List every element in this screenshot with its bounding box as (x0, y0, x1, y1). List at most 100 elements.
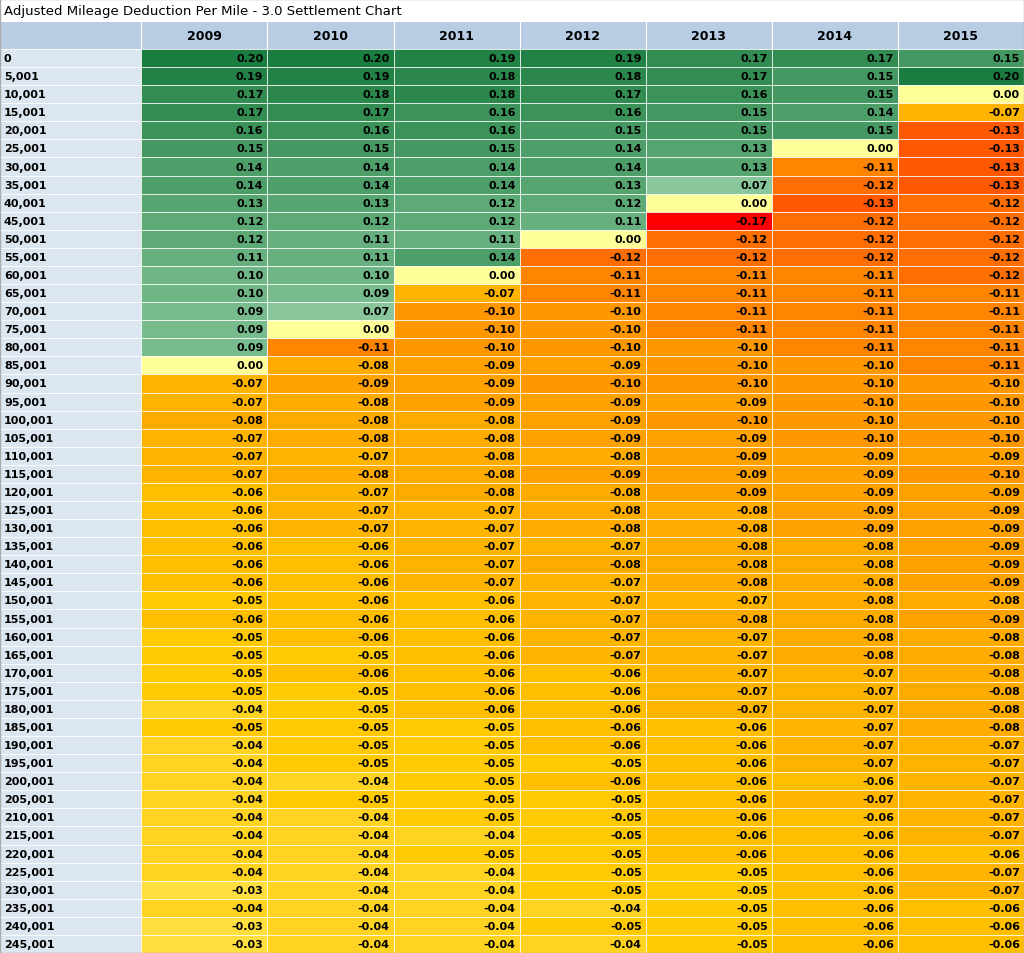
Text: -0.09: -0.09 (862, 505, 894, 516)
Text: -0.08: -0.08 (862, 596, 894, 606)
Text: 90,001: 90,001 (4, 379, 47, 389)
Text: -0.09: -0.09 (988, 559, 1020, 570)
Text: -0.08: -0.08 (988, 686, 1020, 696)
Text: -0.07: -0.07 (483, 559, 516, 570)
Bar (646, 176, 772, 194)
Bar (0, 176, 141, 194)
Text: 0.00: 0.00 (993, 91, 1020, 100)
Text: -0.04: -0.04 (357, 939, 389, 949)
Text: -0.08: -0.08 (610, 452, 642, 461)
Bar (393, 86, 519, 104)
Text: -0.07: -0.07 (988, 813, 1020, 822)
Bar (141, 375, 267, 393)
Bar (0, 881, 141, 899)
Text: -0.06: -0.06 (357, 632, 389, 642)
Text: 225,001: 225,001 (4, 866, 54, 877)
Text: -0.13: -0.13 (988, 162, 1020, 172)
Text: -0.04: -0.04 (357, 884, 389, 895)
Bar (519, 737, 646, 755)
Text: -0.10: -0.10 (988, 416, 1020, 425)
Text: 0.12: 0.12 (237, 234, 263, 245)
Text: -0.05: -0.05 (231, 632, 263, 642)
Bar (772, 755, 898, 772)
Bar (519, 826, 646, 844)
Bar (267, 22, 393, 50)
Bar (141, 194, 267, 213)
Bar (519, 790, 646, 808)
Bar (519, 68, 646, 86)
Bar (393, 285, 519, 303)
Bar (0, 519, 141, 537)
Bar (141, 592, 267, 610)
Text: -0.04: -0.04 (231, 740, 263, 750)
Text: -0.06: -0.06 (483, 686, 516, 696)
Text: -0.10: -0.10 (862, 416, 894, 425)
Bar (141, 501, 267, 519)
Bar (267, 899, 393, 917)
Bar (267, 483, 393, 501)
Text: -0.06: -0.06 (736, 831, 768, 841)
Bar (393, 808, 519, 826)
Text: -0.17: -0.17 (736, 216, 768, 227)
Text: -0.12: -0.12 (862, 216, 894, 227)
Text: -0.12: -0.12 (988, 198, 1020, 209)
Text: 0.12: 0.12 (488, 198, 516, 209)
Bar (267, 700, 393, 719)
Text: -0.08: -0.08 (736, 541, 768, 552)
Text: -0.04: -0.04 (609, 902, 642, 913)
Bar (519, 537, 646, 556)
Bar (393, 628, 519, 646)
Bar (393, 917, 519, 935)
Text: -0.09: -0.09 (736, 487, 768, 497)
Bar (519, 881, 646, 899)
Text: -0.04: -0.04 (357, 831, 389, 841)
Text: 0.12: 0.12 (362, 216, 389, 227)
Bar (141, 176, 267, 194)
Text: -0.11: -0.11 (862, 162, 894, 172)
Bar (898, 375, 1024, 393)
Text: 0.11: 0.11 (237, 253, 263, 263)
Bar (646, 22, 772, 50)
Text: -0.07: -0.07 (610, 596, 642, 606)
Bar (141, 411, 267, 429)
Text: -0.11: -0.11 (988, 325, 1020, 335)
Text: -0.05: -0.05 (610, 884, 642, 895)
Bar (393, 357, 519, 375)
Bar (0, 574, 141, 592)
Bar (141, 826, 267, 844)
Text: -0.04: -0.04 (357, 866, 389, 877)
Text: -0.05: -0.05 (610, 813, 642, 822)
Text: 20,001: 20,001 (4, 126, 47, 136)
Bar (0, 862, 141, 881)
Text: -0.04: -0.04 (357, 777, 389, 786)
Bar (267, 519, 393, 537)
Bar (0, 737, 141, 755)
Bar (646, 393, 772, 411)
Text: -0.13: -0.13 (988, 126, 1020, 136)
Bar (0, 231, 141, 249)
Bar (646, 772, 772, 790)
Text: -0.11: -0.11 (862, 289, 894, 299)
Text: -0.06: -0.06 (988, 902, 1020, 913)
Text: -0.10: -0.10 (610, 325, 642, 335)
Text: -0.08: -0.08 (610, 559, 642, 570)
Bar (141, 285, 267, 303)
Bar (898, 826, 1024, 844)
Bar (646, 574, 772, 592)
Text: 0.20: 0.20 (362, 54, 389, 64)
Text: -0.08: -0.08 (357, 470, 389, 479)
Bar (0, 772, 141, 790)
Bar (772, 574, 898, 592)
Text: -0.08: -0.08 (736, 578, 768, 588)
Text: 2011: 2011 (439, 30, 474, 43)
Bar (772, 22, 898, 50)
Text: -0.04: -0.04 (231, 704, 263, 714)
Text: -0.08: -0.08 (483, 434, 516, 443)
Text: -0.04: -0.04 (231, 866, 263, 877)
Bar (519, 592, 646, 610)
Bar (141, 339, 267, 357)
Text: -0.04: -0.04 (231, 759, 263, 768)
Bar (267, 357, 393, 375)
Text: -0.09: -0.09 (988, 614, 1020, 624)
Bar (646, 592, 772, 610)
